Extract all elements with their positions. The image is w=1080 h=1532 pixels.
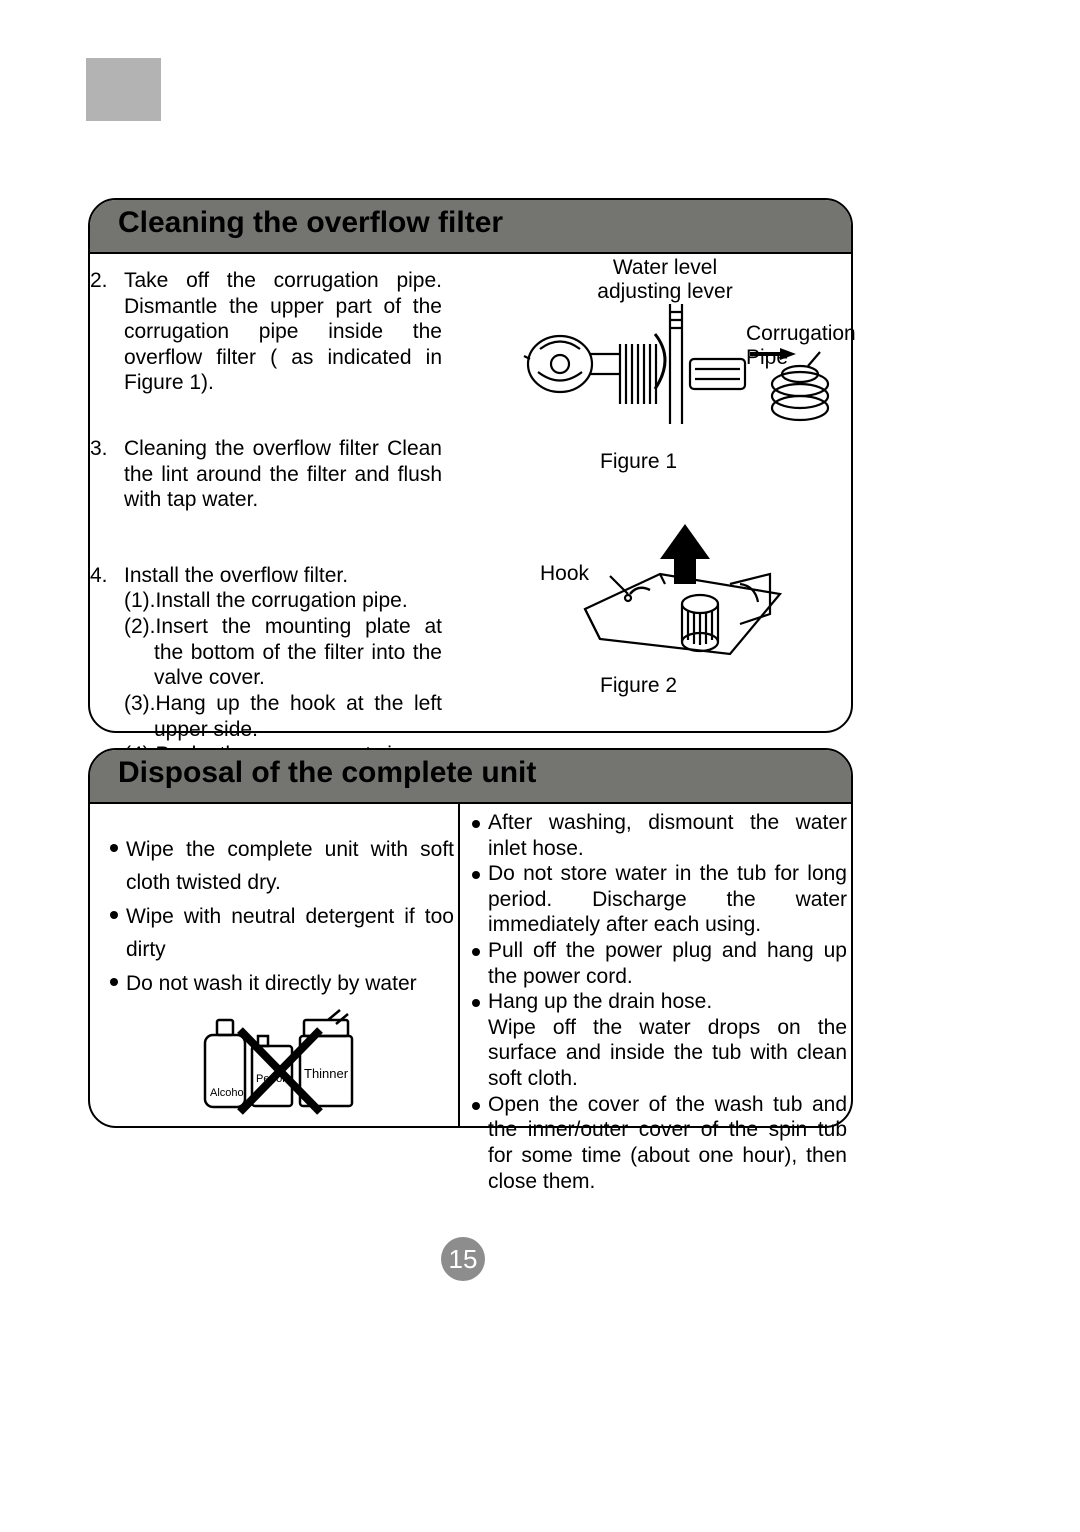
chemicals-crossed-icon: Alcohol Petrol Thinner bbox=[200, 1000, 370, 1120]
list-item: Hang up the drain hose. Wipe off the wat… bbox=[472, 989, 847, 1091]
figure-2-caption: Figure 2 bbox=[600, 674, 677, 698]
step-2: 2.Take off the corrugation pipe. Dismant… bbox=[90, 268, 460, 396]
step-num: 3. bbox=[90, 436, 124, 462]
step-num: 4. bbox=[90, 563, 124, 589]
section-1-header: Cleaning the overflow filter bbox=[90, 200, 851, 252]
list-item: Wipe with neutral detergent if too dirty bbox=[110, 901, 454, 966]
item-text: Open the cover of the wash tub and the i… bbox=[488, 1092, 847, 1194]
item-text: After washing, dismount the water inlet … bbox=[488, 810, 847, 861]
bullet-icon bbox=[472, 999, 480, 1007]
bullet-icon bbox=[472, 871, 480, 879]
item-text: Do not wash it directly by water bbox=[126, 968, 454, 1001]
item-text: Wipe the complete unit with soft cloth t… bbox=[126, 834, 454, 899]
substep: (3).Hang up the hook at the left upper s… bbox=[124, 691, 442, 742]
bullet-icon bbox=[472, 948, 480, 956]
step-4-intro: Install the overflow filter. bbox=[124, 564, 348, 587]
figure-1-illustration bbox=[520, 304, 830, 464]
item-text: Pull off the power plug and hang up the … bbox=[488, 938, 847, 989]
label-petrol: Petrol bbox=[256, 1073, 285, 1085]
section-2-right: After washing, dismount the water inlet … bbox=[460, 804, 851, 1126]
label-thinner: Thinner bbox=[304, 1066, 349, 1081]
page-number: 15 bbox=[441, 1237, 485, 1281]
section-cleaning-overflow-filter: Cleaning the overflow filter 2.Take off … bbox=[88, 198, 853, 733]
list-item: Do not wash it directly by water bbox=[110, 968, 454, 1001]
step-body: Take off the corrugation pipe. Dismantle… bbox=[124, 268, 442, 396]
section-2-title: Disposal of the complete unit bbox=[118, 756, 851, 790]
section-2-header: Disposal of the complete unit bbox=[90, 750, 851, 802]
bullet-icon bbox=[110, 978, 118, 986]
figure-2-illustration bbox=[570, 524, 810, 674]
list-item: Pull off the power plug and hang up the … bbox=[472, 938, 847, 989]
section-2-left: Wipe the complete unit with soft cloth t… bbox=[90, 804, 460, 1126]
bullet-icon bbox=[110, 844, 118, 852]
page-number-value: 15 bbox=[449, 1244, 478, 1275]
list-item: Open the cover of the wash tub and the i… bbox=[472, 1092, 847, 1194]
figure-1-caption: Figure 1 bbox=[600, 450, 677, 474]
item-text: Wipe with neutral detergent if too dirty bbox=[126, 901, 454, 966]
step-num: 2. bbox=[90, 268, 124, 294]
step-body: Cleaning the overflow filter Clean the l… bbox=[124, 436, 442, 513]
list-item: Wipe the complete unit with soft cloth t… bbox=[110, 834, 454, 899]
section-1-text: 2.Take off the corrugation pipe. Dismant… bbox=[90, 254, 460, 731]
bullet-icon bbox=[472, 1102, 480, 1110]
section-1-title: Cleaning the overflow filter bbox=[118, 206, 851, 240]
section-1-figures: Water level adjusting lever Corrugation … bbox=[460, 254, 851, 731]
bullet-icon bbox=[472, 820, 480, 828]
list-item: After washing, dismount the water inlet … bbox=[472, 810, 847, 861]
substep: (1).Install the corrugation pipe. bbox=[124, 588, 442, 614]
header-gray-block bbox=[86, 58, 161, 121]
section-disposal: Disposal of the complete unit Wipe the c… bbox=[88, 748, 853, 1128]
step-3: 3.Cleaning the overflow filter Clean the… bbox=[90, 436, 460, 513]
item-text: Do not store water in the tub for long p… bbox=[488, 861, 847, 938]
label-alcohol: Alcohol bbox=[210, 1087, 246, 1099]
label-water-level: Water level adjusting lever bbox=[585, 256, 745, 304]
item-text: Hang up the drain hose. Wipe off the wat… bbox=[488, 989, 847, 1091]
bullet-icon bbox=[110, 911, 118, 919]
substep: (2).Insert the mounting plate at the bot… bbox=[124, 614, 442, 691]
list-item: Do not store water in the tub for long p… bbox=[472, 861, 847, 938]
